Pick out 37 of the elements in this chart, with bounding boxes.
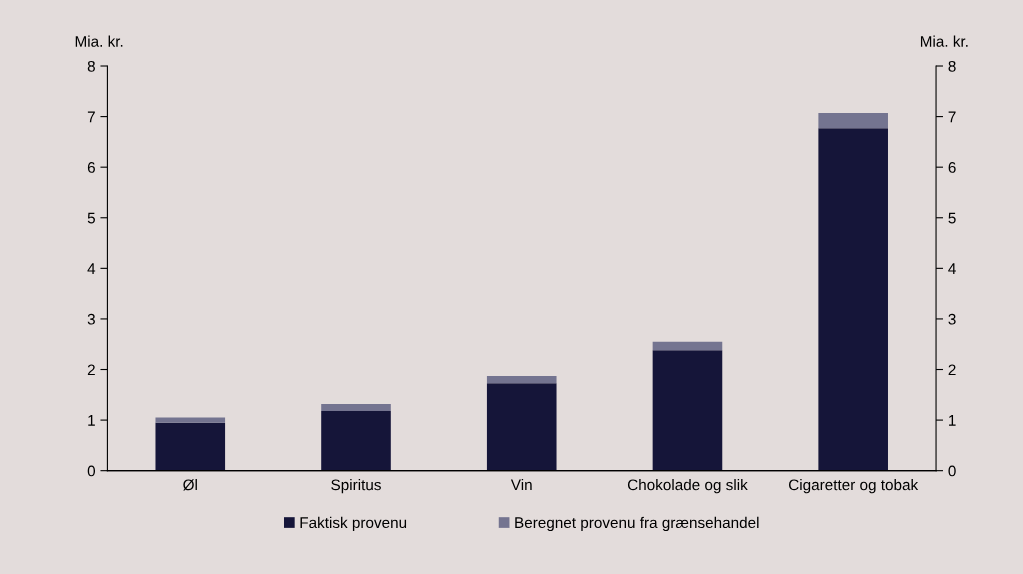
bar: [486, 376, 557, 384]
y2-tick-label: 6: [948, 162, 956, 173]
x-tick-label: Vin: [510, 479, 532, 491]
y2-axis-title: Mia. kr.: [920, 35, 968, 47]
y2-tick-label: 7: [948, 111, 956, 123]
bar: [486, 383, 557, 471]
legend-label: Faktisk provenu: [300, 516, 407, 532]
y2-tick-label: 3: [948, 313, 956, 325]
bar: [155, 417, 226, 423]
y-tick-label: 0: [87, 465, 96, 477]
y-tick-label: 3: [87, 313, 95, 325]
bar: [652, 350, 723, 471]
bar: [321, 410, 391, 471]
y-axis-title: Mia. kr.: [75, 35, 123, 47]
y-tick-label: 8: [87, 60, 95, 72]
y-tick-label: 5: [87, 212, 95, 224]
bar: [818, 113, 888, 129]
y-tick-label: 1: [88, 415, 95, 426]
x-tick-label: Chokolade og slik: [627, 479, 748, 494]
y-tick-label: 4: [87, 263, 96, 274]
x-tick-label: Cigaretter og tobak: [788, 479, 919, 494]
x-tick-label: Spiritus: [331, 479, 381, 494]
y2-tick-label: 2: [948, 364, 956, 376]
bar: [818, 128, 888, 471]
x-tick-label: Øl: [183, 479, 197, 491]
y2-tick-label: 8: [948, 60, 956, 72]
bar: [321, 403, 391, 411]
bar: [652, 341, 723, 351]
y2-tick-label: 0: [948, 465, 956, 477]
y-tick-label: 6: [87, 162, 95, 173]
y2-tick-label: 1: [949, 415, 956, 426]
y2-tick-label: 5: [948, 212, 956, 224]
y-tick-label: 7: [87, 111, 95, 123]
legend-label: Beregnet provenu fra grænsehandel: [515, 516, 759, 532]
y-tick-label: 2: [87, 364, 95, 376]
bar: [155, 422, 226, 471]
y2-tick-label: 4: [948, 263, 956, 274]
